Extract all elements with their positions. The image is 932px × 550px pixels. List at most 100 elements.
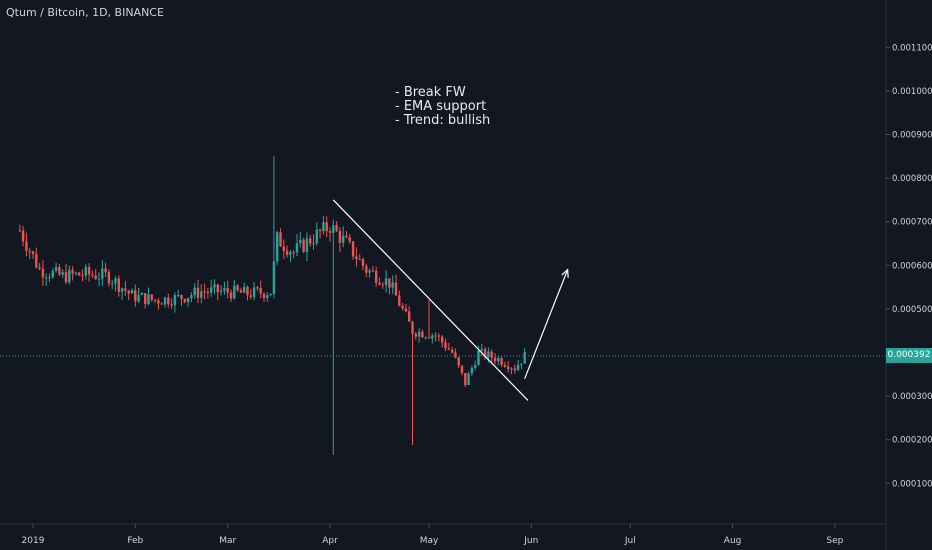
candle-body: [325, 222, 328, 232]
candle-body: [315, 229, 318, 244]
y-tick-label: 0.000800: [892, 174, 932, 184]
arrow-head-icon: [561, 268, 569, 278]
candle-body: [381, 284, 384, 286]
candle-body: [384, 278, 388, 286]
candle-body: [177, 295, 180, 297]
candle-body: [193, 287, 196, 296]
candle-body: [167, 297, 170, 305]
candle-body: [157, 300, 160, 304]
x-tick-label: Sep: [826, 536, 843, 546]
candle-body: [64, 272, 68, 283]
candle-body: [51, 270, 54, 278]
candle-body: [259, 288, 262, 294]
candle-body: [312, 243, 315, 245]
candle-body: [196, 287, 200, 298]
projection-arrow[interactable]: [524, 269, 569, 379]
candle-body: [500, 358, 503, 365]
candles-layer: [18, 156, 526, 455]
candle-body: [361, 259, 365, 266]
candle-body: [104, 268, 107, 273]
candle-body: [38, 267, 41, 269]
candle-body: [150, 294, 153, 300]
candle-body: [120, 288, 124, 292]
annotation-line-1: - Break FW: [395, 85, 466, 100]
time-axis[interactable]: 2019 Feb Mar Apr May Jun Jul Aug Sep: [22, 524, 844, 546]
candle-body: [111, 283, 114, 285]
candle-body: [302, 239, 305, 252]
x-tick-label: Aug: [724, 536, 742, 546]
candle-body: [130, 290, 134, 294]
candle-body: [503, 364, 507, 367]
candle-body: [431, 335, 434, 339]
candle-body: [137, 294, 140, 302]
candle-body: [467, 373, 470, 385]
y-tick-label: 0.000500: [892, 305, 932, 315]
candle-body: [256, 287, 259, 289]
downtrend-line[interactable]: [332, 199, 529, 401]
candle-body: [493, 357, 497, 362]
candle-body: [460, 365, 464, 374]
candle-body: [391, 282, 394, 288]
candle-body: [401, 305, 404, 309]
candle-body: [474, 364, 477, 368]
candle-body: [285, 250, 289, 255]
x-tick-label: Mar: [219, 536, 236, 546]
candle-body: [101, 268, 104, 279]
chart-annotation[interactable]: - Break FW - EMA support - Trend: bullis…: [395, 86, 490, 128]
candle-body: [408, 311, 411, 322]
annotation-line-3: - Trend: bullish: [395, 113, 491, 128]
candle-body: [124, 288, 127, 291]
candle-body: [358, 259, 361, 261]
candle-body: [404, 308, 408, 312]
candle-body: [437, 335, 441, 337]
candle-body: [516, 364, 520, 371]
candle-body: [74, 272, 78, 274]
candle-body: [87, 267, 91, 275]
candle-body: [345, 235, 348, 238]
candle-body: [226, 287, 229, 293]
candle-body: [375, 270, 378, 283]
candle-body: [25, 241, 28, 251]
candle-body: [295, 243, 299, 253]
candle-body: [71, 269, 74, 274]
symbol-title[interactable]: Qtum / Bitcoin, 1D, BINANCE: [6, 6, 164, 19]
candle-body: [444, 342, 447, 349]
candle-body: [18, 230, 21, 232]
candle-body: [520, 363, 523, 365]
y-tick-label: 0.000600: [892, 261, 932, 271]
candle-body: [61, 272, 64, 275]
candle-body: [276, 232, 279, 262]
candle-body: [279, 232, 282, 247]
candle-body: [94, 275, 97, 279]
x-tick-label: Feb: [127, 536, 143, 546]
candle-body: [35, 254, 38, 268]
candle-body: [160, 303, 163, 305]
candle-body: [414, 333, 417, 337]
candle-body: [309, 238, 312, 244]
candle-body: [31, 251, 35, 255]
candle-body: [203, 291, 206, 293]
candle-body: [454, 352, 457, 358]
candle-body: [342, 235, 345, 243]
candle-body: [368, 270, 371, 273]
candle-body: [252, 287, 256, 298]
candle-body: [487, 351, 490, 358]
x-tick-label: Jul: [624, 536, 636, 546]
candle-body: [219, 290, 223, 293]
candle-body: [523, 352, 526, 364]
candle-body: [213, 284, 216, 288]
candle-body: [365, 265, 368, 273]
candle-body: [173, 295, 177, 306]
candle-body: [424, 337, 427, 339]
drawings-layer: [332, 199, 569, 401]
x-tick-label: Jun: [523, 536, 538, 546]
candle-body: [266, 295, 269, 298]
candle-body: [332, 225, 335, 233]
candle-body: [170, 304, 173, 306]
candle-body: [239, 290, 243, 293]
candle-body: [351, 241, 355, 257]
candle-body: [114, 278, 117, 284]
y-tick-label: 0.001100: [892, 43, 932, 53]
